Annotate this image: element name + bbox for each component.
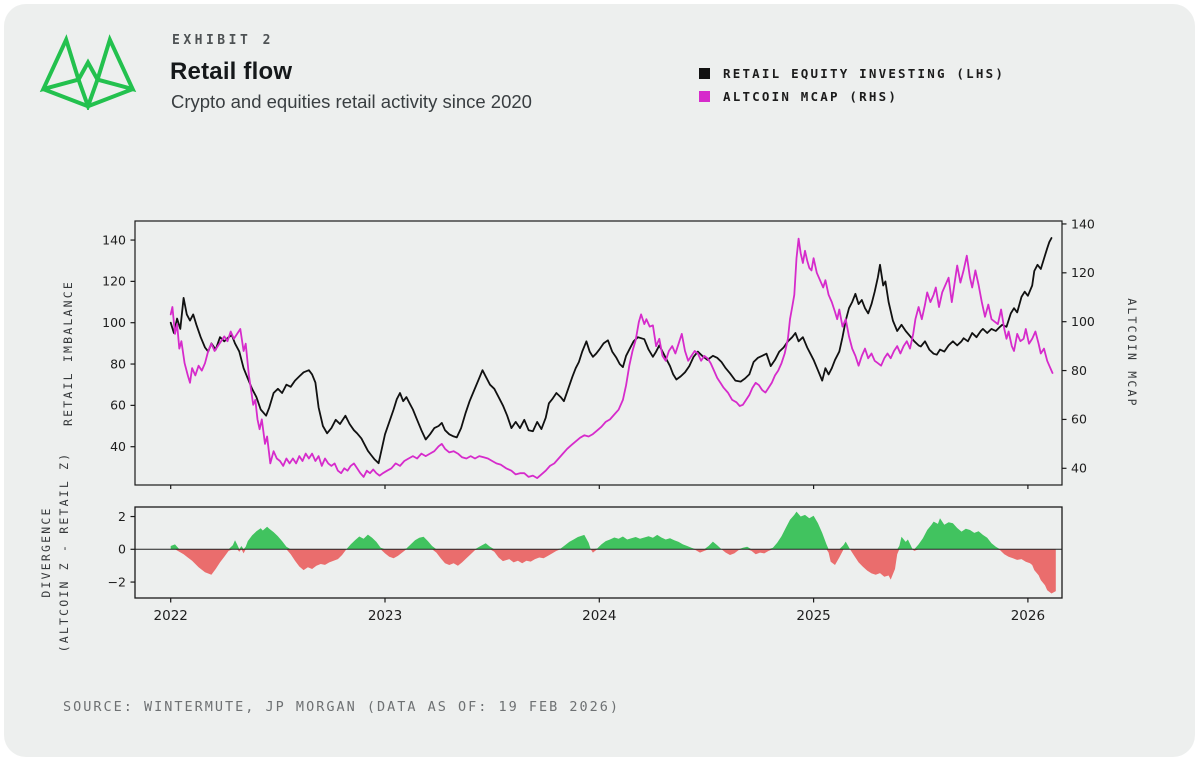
left-axis-tick-label: 80 <box>110 356 126 371</box>
legend-item-retail-equity: RETAIL EQUITY INVESTING (LHS) <box>699 66 1005 81</box>
legend-swatch-altcoin-mcap <box>699 91 710 102</box>
legend-swatch-retail-equity <box>699 68 710 79</box>
main-panel: 40 60 80 100 120 140 40 60 80 100 120 140 RETAIL IMB… <box>61 216 1139 489</box>
source-note: SOURCE: WINTERMUTE, JP MORGAN (DATA AS O… <box>63 699 621 715</box>
divergence-panel-frame <box>134 506 1063 599</box>
legend-label-altcoin-mcap: ALTCOIN MCAP (RHS) <box>723 89 899 104</box>
divergence-axis-title-line2: (ALTCOIN Z - RETAIL Z) <box>57 452 71 653</box>
right-axis-tick-label: 140 <box>1071 216 1095 231</box>
right-axis-tick-label: 60 <box>1071 412 1087 427</box>
right-axis-tick-label: 120 <box>1071 265 1095 280</box>
legend-item-altcoin-mcap: ALTCOIN MCAP (RHS) <box>699 89 1005 104</box>
x-axis-tick-label: 2025 <box>796 608 830 624</box>
left-axis-tick-label: 140 <box>102 232 126 247</box>
exhibit-label: EXHIBIT 2 <box>172 33 274 48</box>
left-axis-tick-label: 120 <box>102 274 126 289</box>
altcoin-mcap-line <box>169 237 1054 479</box>
right-axis-title: ALTCOIN MCAP <box>1125 298 1139 407</box>
legend-label-retail-equity: RETAIL EQUITY INVESTING (LHS) <box>723 66 1006 81</box>
right-axis-tick-label: 40 <box>1071 461 1087 476</box>
right-axis-tick-label: 100 <box>1071 314 1095 329</box>
wintermute-logo <box>39 34 137 110</box>
left-axis-tick-label: 40 <box>110 439 126 454</box>
divergence-axis-title-line1: DIVERGENCE <box>39 506 53 597</box>
divergence-y-tick-label: −2 <box>108 574 126 589</box>
divergence-y-tick-label: 2 <box>118 509 126 524</box>
wintermute-logo-mark <box>39 34 137 110</box>
page-subtitle: Crypto and equities retail activity sinc… <box>171 91 532 112</box>
divergence-y-tick-label: 0 <box>118 542 126 557</box>
left-axis-tick-label: 60 <box>110 398 126 413</box>
left-axis-title: RETAIL IMBALANCE <box>61 280 75 426</box>
page-title: Retail flow <box>170 58 293 85</box>
x-axis-tick-label: 2024 <box>582 608 616 624</box>
right-axis-tick-label: 80 <box>1071 363 1087 378</box>
legend: RETAIL EQUITY INVESTING (LHS) ALTCOIN MC… <box>699 66 1005 104</box>
divergence-positive-area <box>170 511 1056 550</box>
x-axis-tick-label: 2022 <box>154 608 188 624</box>
main-panel-frame <box>134 220 1063 486</box>
exhibit-card <box>4 4 1195 757</box>
retail-equity-line <box>169 237 1053 465</box>
divergence-negative-area <box>170 549 1056 594</box>
x-axis-tick-label: 2023 <box>368 608 402 624</box>
divergence-panel: 2 0 −2 2022 2023 2024 2025 2026 DIVERGENCE (ALTCO… <box>39 452 1063 653</box>
x-axis-tick-label: 2026 <box>1011 608 1045 624</box>
left-axis-tick-label: 100 <box>102 315 126 330</box>
